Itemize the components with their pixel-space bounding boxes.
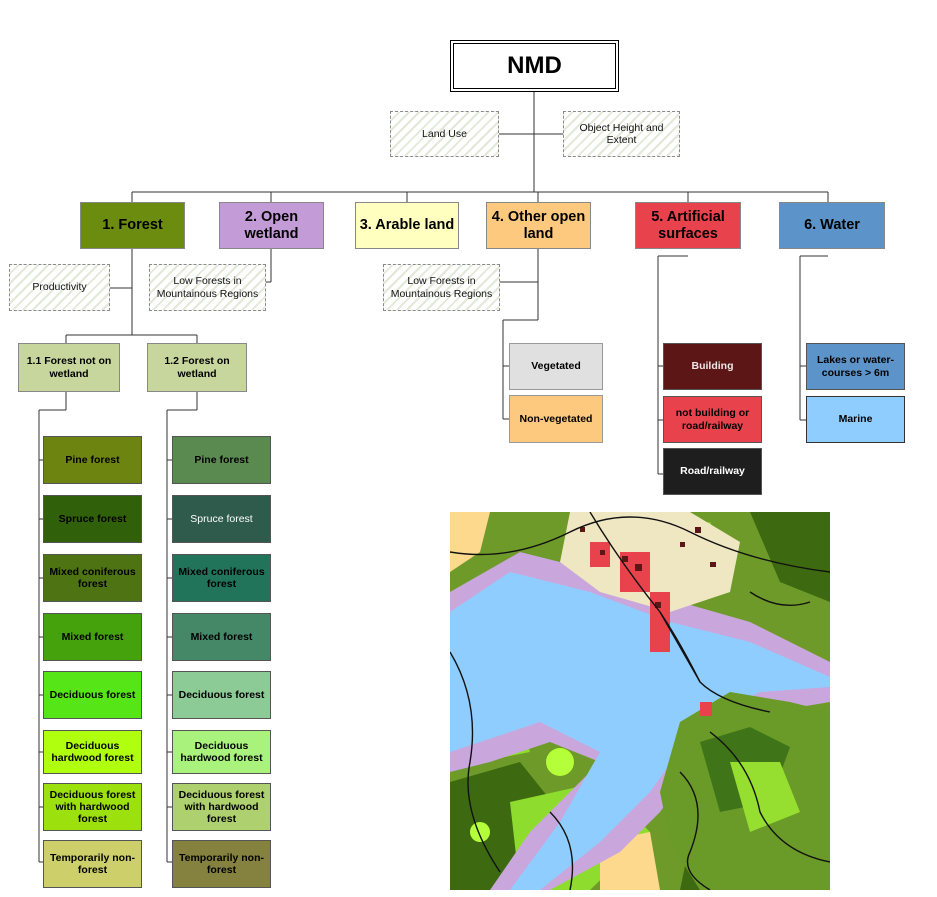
leaf-mixed-forest: Mixed forest (43, 613, 142, 661)
leaf-marine: Marine (806, 396, 905, 443)
leaf-wetland-mixed-coniferous-forest: Mixed coniferous forest (172, 554, 271, 602)
category-arable-land: 3. Arable land (355, 202, 459, 249)
forest-group-wetland: 1.2 Forest on wetland (147, 343, 247, 392)
leaf-vegetated: Vegetated (509, 343, 603, 390)
leaf-spruce-forest: Spruce forest (43, 495, 142, 543)
category-other-open-land: 4. Other open land (486, 202, 591, 249)
category-water: 6. Water (779, 202, 885, 249)
leaf-road-railway: Road/railway (663, 448, 762, 495)
leaf-lakes-watercourses: Lakes or water-courses > 6m (806, 343, 905, 390)
category-open-wetland: 2. Open wetland (219, 202, 324, 249)
leaf-wetland-temporarily-non-forest: Temporarily non-forest (172, 840, 271, 888)
object-height-note: Object Height and Extent (563, 111, 680, 157)
leaf-wetland-mixed-forest: Mixed forest (172, 613, 271, 661)
category-forest: 1. Forest (80, 202, 185, 249)
forest-group-not-wetland: 1.1 Forest not on wetland (18, 343, 120, 392)
leaf-wetland-pine-forest: Pine forest (172, 436, 271, 484)
leaf-deciduous-forest: Deciduous forest (43, 671, 142, 719)
productivity-note: Productivity (9, 264, 110, 311)
low-forests-note-wetland: Low Forests in Mountainous Regions (149, 264, 266, 311)
land-use-note: Land Use (390, 111, 499, 157)
leaf-building: Building (663, 343, 762, 390)
leaf-non-vegetated: Non-vegetated (509, 395, 603, 443)
leaf-wetland-deciduous-hardwood-forest: Deciduous hardwood forest (172, 730, 271, 774)
category-artificial-surfaces: 5. Artificial surfaces (635, 202, 741, 249)
leaf-pine-forest: Pine forest (43, 436, 142, 484)
leaf-wetland-deciduous-with-hardwood-forest: Deciduous forest with hardwood forest (172, 783, 271, 831)
leaf-mixed-coniferous-forest: Mixed coniferous forest (43, 554, 142, 602)
leaf-deciduous-hardwood-forest: Deciduous hardwood forest (43, 730, 142, 774)
land-cover-map (450, 512, 830, 890)
leaf-temporarily-non-forest: Temporarily non-forest (43, 840, 142, 888)
low-forests-note-other-open: Low Forests in Mountainous Regions (383, 264, 500, 311)
leaf-deciduous-with-hardwood-forest: Deciduous forest with hardwood forest (43, 783, 142, 831)
leaf-wetland-deciduous-forest: Deciduous forest (172, 671, 271, 719)
leaf-wetland-spruce-forest: Spruce forest (172, 495, 271, 543)
leaf-not-building-or-road: not building or road/railway (663, 396, 762, 443)
root-node: NMD (450, 40, 619, 92)
